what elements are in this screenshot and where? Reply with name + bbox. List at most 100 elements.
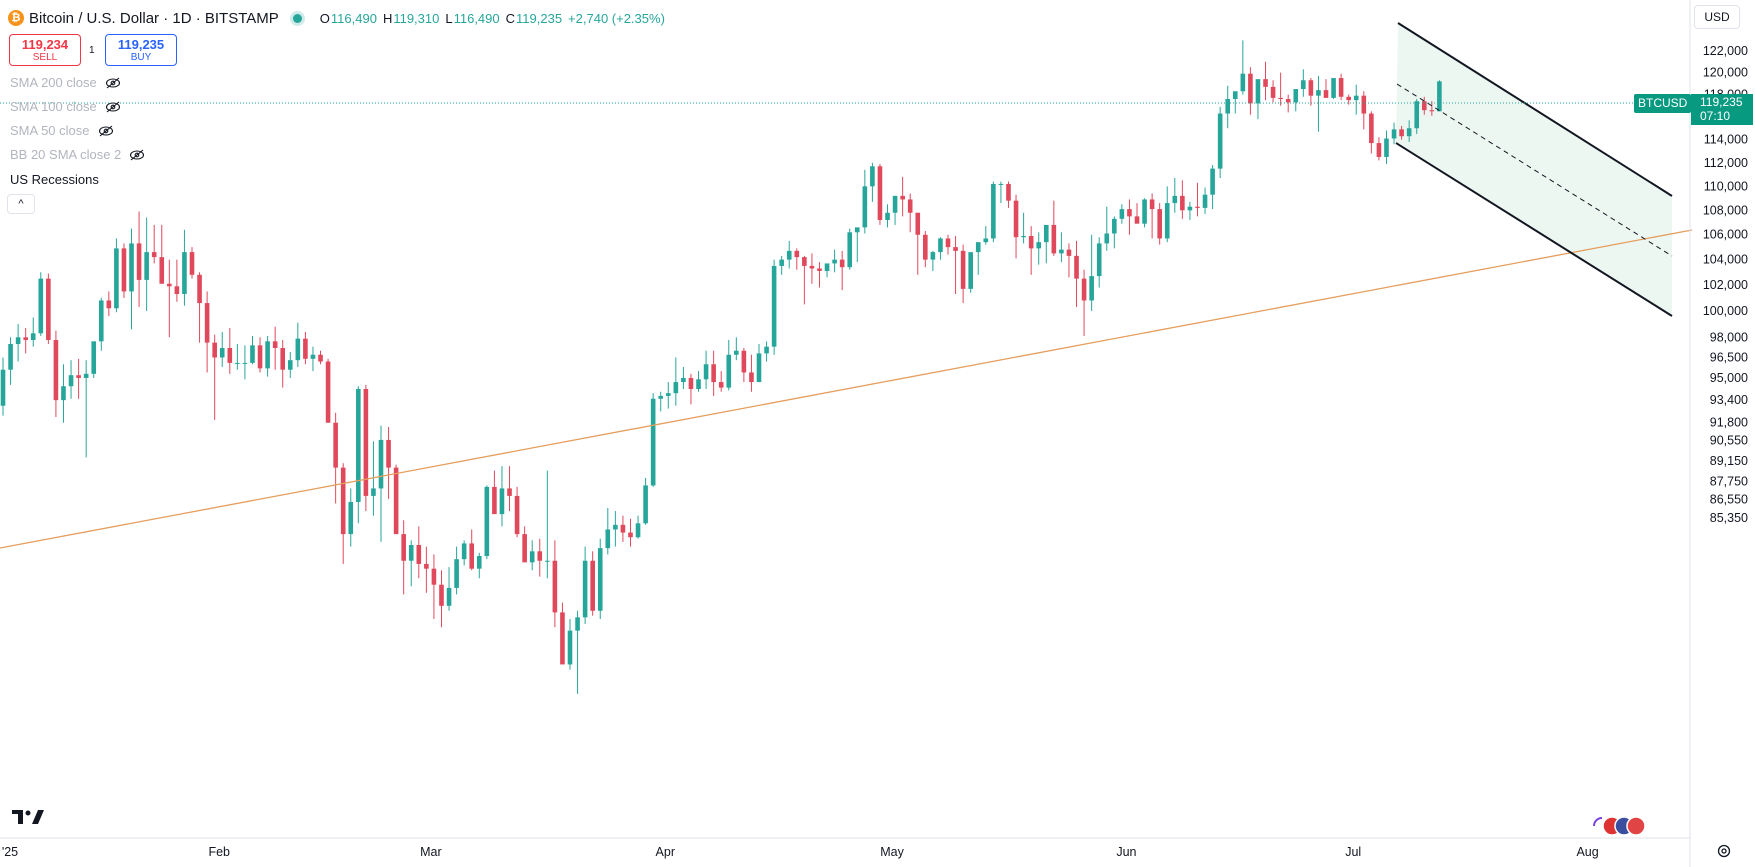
- y-tick-label: 114,000: [1704, 133, 1748, 147]
- settings-gear-icon[interactable]: [1716, 843, 1732, 859]
- channel-upper-line[interactable]: [1397, 22, 1673, 197]
- y-tick-label: 91,800: [1710, 416, 1748, 430]
- channel-lower-line[interactable]: [1395, 142, 1673, 317]
- candle: [590, 551, 595, 616]
- candle: [363, 384, 369, 512]
- candle-body: [303, 338, 308, 359]
- candle-body: [1096, 243, 1102, 277]
- candle-body: [824, 263, 830, 271]
- candle: [280, 339, 286, 388]
- candle: [333, 412, 338, 504]
- candle-body: [854, 227, 860, 233]
- symbol-title[interactable]: Bitcoin / U.S. Dollar · 1D · BITSTAMP: [29, 9, 279, 27]
- candle: [144, 217, 149, 311]
- candle: [983, 226, 989, 245]
- candle: [749, 354, 754, 392]
- candle: [8, 337, 13, 385]
- candle: [469, 529, 475, 571]
- candle: [1353, 84, 1359, 115]
- candle: [431, 554, 437, 619]
- us-recessions-indicator[interactable]: US Recessions: [10, 172, 99, 187]
- candle: [620, 515, 626, 542]
- candle-body: [658, 395, 664, 399]
- candle-body: [1270, 86, 1276, 98]
- hidden-eye-icon[interactable]: [105, 101, 121, 113]
- candle: [870, 162, 875, 202]
- candle: [340, 463, 346, 564]
- candle: [83, 360, 89, 458]
- candle: [1066, 243, 1072, 278]
- candle: [1421, 96, 1427, 115]
- candle-body: [1285, 99, 1291, 103]
- collapse-indicators-button[interactable]: ^: [7, 194, 35, 214]
- candle-body: [1081, 278, 1087, 301]
- y-tick-label: 96,500: [1710, 350, 1748, 364]
- candle-body: [756, 353, 762, 383]
- hidden-eye-icon[interactable]: [105, 77, 121, 89]
- hidden-eye-icon[interactable]: [98, 125, 114, 137]
- candle-body: [741, 350, 747, 373]
- market-open-status-icon: [292, 13, 302, 23]
- candle: [182, 229, 187, 306]
- candle: [250, 335, 255, 365]
- candle: [892, 195, 898, 225]
- sell-button[interactable]: 119,234 SELL: [9, 34, 81, 66]
- indicator-sma200[interactable]: SMA 200 close: [10, 75, 121, 90]
- candle-body: [476, 556, 482, 569]
- candle: [1164, 186, 1170, 243]
- candle-body: [650, 398, 656, 486]
- candle: [106, 291, 112, 317]
- indicator-sma100[interactable]: SMA 100 close: [10, 99, 121, 114]
- trendline[interactable]: [0, 229, 1693, 549]
- candle-body: [998, 183, 1004, 185]
- currency-selector[interactable]: USD: [1694, 5, 1740, 29]
- candle-body: [1301, 80, 1306, 90]
- candle-body: [605, 529, 611, 549]
- candle: [1323, 79, 1329, 98]
- buy-button[interactable]: 119,235 BUY: [105, 34, 177, 66]
- spread-value: 1: [89, 45, 95, 56]
- candle: [1013, 194, 1019, 259]
- candle-body: [870, 166, 875, 187]
- candle-body: [620, 524, 626, 533]
- candle: [235, 343, 240, 370]
- economic-events-icon[interactable]: [1590, 814, 1648, 838]
- candle-body: [817, 268, 822, 271]
- candle: [832, 249, 837, 273]
- candle: [386, 427, 391, 499]
- candle: [1384, 130, 1389, 164]
- candle-body: [907, 199, 913, 213]
- candle: [1406, 120, 1412, 142]
- candle-body: [832, 259, 837, 264]
- candle-body: [983, 238, 989, 243]
- candle: [560, 602, 565, 665]
- candle: [779, 255, 784, 275]
- tradingview-logo-icon[interactable]: [12, 806, 46, 826]
- candle: [1437, 80, 1442, 112]
- indicator-label: BB 20 SMA close 2: [10, 147, 122, 162]
- candle: [507, 466, 512, 512]
- candle: [514, 486, 520, 538]
- candle: [167, 259, 172, 338]
- close-label: C: [505, 10, 516, 26]
- candle-body: [1323, 90, 1329, 98]
- candle-body: [159, 257, 165, 284]
- x-tick-label: '25: [2, 845, 18, 859]
- candle: [839, 250, 845, 291]
- candle: [461, 540, 467, 566]
- candle: [1081, 269, 1087, 336]
- candle-body: [1119, 209, 1125, 219]
- hidden-eye-icon[interactable]: [129, 149, 145, 161]
- indicator-bb20[interactable]: BB 20 SMA close 2: [10, 147, 145, 162]
- candle-body: [363, 388, 369, 496]
- candle-body: [673, 382, 679, 394]
- y-tick-label: 120,000: [1703, 66, 1748, 80]
- candle-body: [1089, 276, 1094, 301]
- channel-midline[interactable]: [1396, 83, 1673, 257]
- indicator-sma50[interactable]: SMA 50 close: [10, 123, 114, 138]
- time-axis[interactable]: '25 Feb Mar Apr May Jun Jul Aug: [0, 837, 1690, 859]
- candle-body: [552, 560, 558, 613]
- candle-body: [1013, 200, 1019, 238]
